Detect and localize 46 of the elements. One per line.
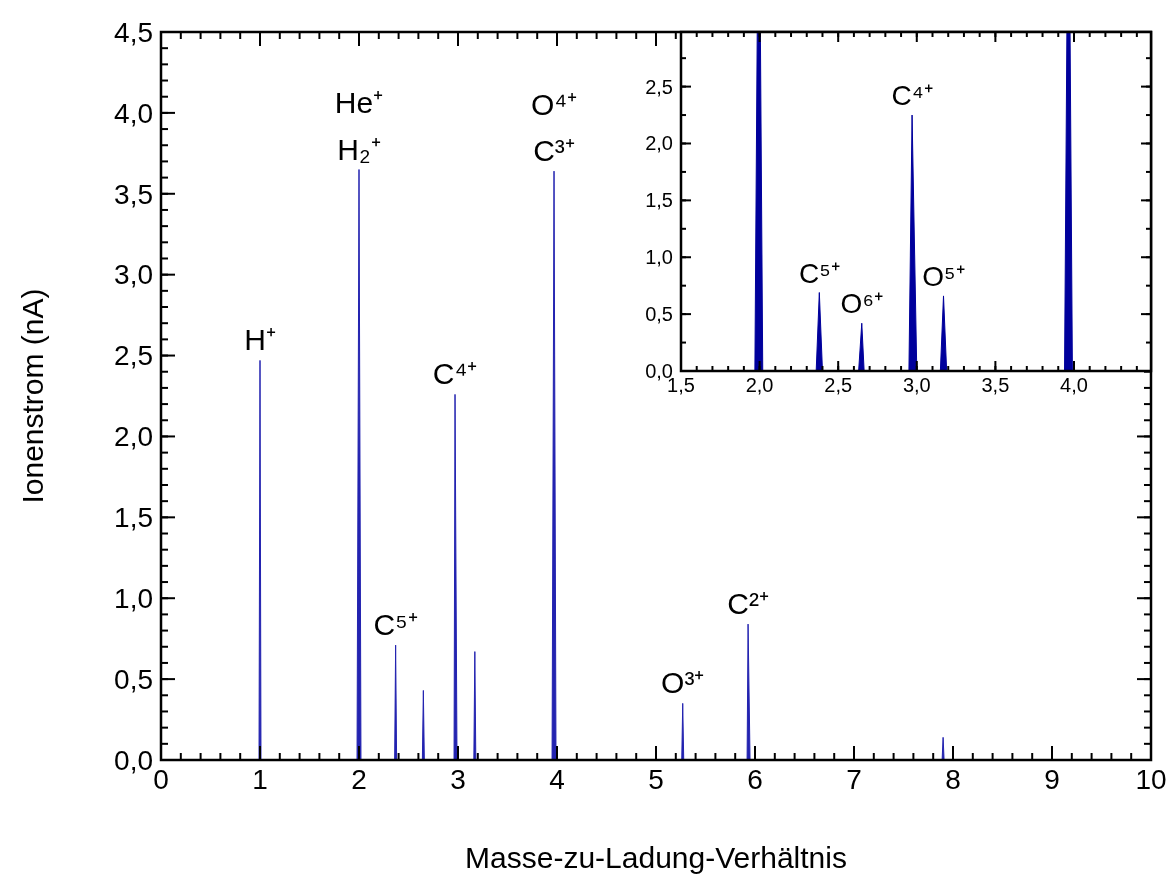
annotation: He⁺ — [334, 86, 384, 120]
annotation: O³⁺ — [661, 666, 705, 700]
y-tick-label: 2,5 — [645, 75, 673, 98]
y-axis-title: Ionenstrom (nA) — [16, 288, 49, 504]
annotation: C⁴⁺ — [891, 80, 933, 112]
y-tick-label: 0,5 — [645, 303, 673, 326]
y-tick-label: 1,5 — [645, 189, 673, 212]
x-tick-label: 7 — [846, 764, 862, 796]
y-tick-label: 0,5 — [114, 663, 153, 695]
x-tick-label: 9 — [1044, 764, 1060, 796]
x-tick-label: 2,5 — [824, 374, 853, 396]
y-tick-label: 1,0 — [114, 583, 153, 615]
x-tick-label: 0 — [153, 764, 169, 796]
annotation: C⁵⁺ — [373, 608, 418, 642]
x-tick-label: 1 — [252, 764, 268, 796]
annotation: O⁴⁺ — [530, 87, 578, 121]
y-tick-label: 1,0 — [645, 246, 673, 269]
annotation: C⁴⁺ — [432, 357, 478, 391]
x-tick-label: 6 — [747, 764, 763, 796]
y-tick-label: 4,0 — [114, 97, 153, 129]
y-tick-label: 4,5 — [114, 16, 153, 48]
x-tick-label: 8 — [945, 764, 961, 796]
annotation: C³⁺ — [533, 134, 575, 168]
y-tick-label: 2,0 — [645, 132, 673, 155]
x-tick-label: 2 — [351, 764, 367, 796]
x-tick-label: 4 — [549, 764, 565, 796]
annotation: H₂⁺ — [337, 132, 381, 166]
annotation: C²⁺ — [727, 587, 769, 621]
y-tick-label: 3,5 — [114, 178, 153, 210]
x-tick-label: 3,5 — [981, 374, 1010, 396]
y-tick-label: 2,0 — [114, 421, 153, 453]
x-tick-label: 3,0 — [902, 374, 931, 396]
x-axis-title: Masse-zu-Ladung-Verhältnis — [465, 841, 847, 874]
x-tick-label: 3 — [450, 764, 466, 796]
x-tick-label: 4,0 — [1060, 374, 1088, 396]
y-tick-label: 3,0 — [114, 259, 153, 291]
annotation: O⁶⁺ — [840, 288, 883, 320]
x-tick-label: 10 — [1135, 764, 1167, 796]
annotation: C⁵⁺ — [798, 257, 840, 289]
annotation: O⁵⁺ — [922, 260, 965, 292]
x-tick-label: 5 — [648, 764, 664, 796]
x-tick-label: 2,0 — [745, 374, 774, 396]
y-tick-label: 1,5 — [114, 502, 153, 534]
y-tick-label: 0,0 — [114, 744, 153, 776]
annotation: H⁺ — [244, 323, 276, 357]
y-tick-label: 2,5 — [114, 340, 153, 372]
